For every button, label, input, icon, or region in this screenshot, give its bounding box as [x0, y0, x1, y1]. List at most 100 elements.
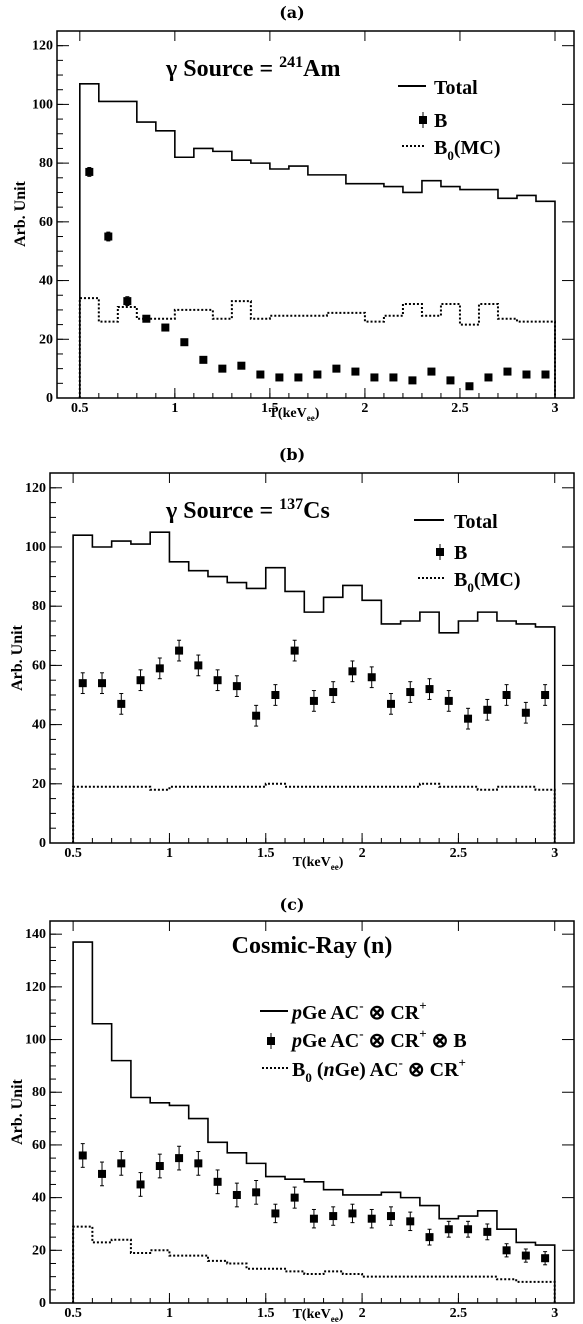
panel-a: (a) 0.5 1 1.5 2 2.5 3 0 20 40 60 80 100 120 γ Source…: [12, 3, 575, 423]
x-tick-label: 3: [551, 401, 558, 416]
x-tick-label: 2: [361, 401, 368, 416]
legend-label-b0-b: B0(MC): [454, 569, 520, 595]
y-axis-label-a: Arb. Unit: [12, 180, 29, 246]
data-point: [218, 364, 227, 373]
data-point: [332, 364, 341, 373]
data-point: [408, 376, 417, 385]
b-points-a: [85, 167, 550, 391]
y-tick-label: 40: [32, 718, 46, 733]
panel-label-c: (c): [280, 895, 305, 914]
y-axis-label-b: Arb. Unit: [9, 624, 26, 690]
data-point: [117, 699, 126, 708]
data-point: [348, 1209, 357, 1218]
legend-label-total-a: Total: [434, 77, 478, 99]
x-axis-label-b: T(keVee): [293, 855, 344, 872]
plot-frame-b: [49, 472, 575, 844]
b0-nge-histogram-c: [72, 1225, 556, 1303]
data-point: [367, 673, 376, 682]
legend-swatch-b-a: [419, 116, 427, 124]
data-point: [175, 646, 184, 655]
x-tick-label: 1.5: [257, 1306, 275, 1321]
data-point: [329, 688, 338, 697]
panel-label-b: (b): [279, 445, 305, 464]
data-point: [161, 323, 170, 332]
data-point: [252, 711, 261, 720]
y-tick-label: 60: [32, 1138, 46, 1153]
data-point: [123, 297, 132, 306]
y-tick-label: 60: [32, 658, 46, 673]
y-tick-label: 80: [32, 599, 46, 614]
data-point: [136, 676, 145, 685]
x-tick-label: 0.5: [71, 401, 89, 416]
x-tick-label: 1.5: [257, 846, 275, 861]
legend-label-b-b: B: [454, 542, 467, 564]
data-point: [386, 1212, 395, 1221]
panel-b: (b) 0.5 1 1.5 2 2.5 3 0 20 40 60 80 100 120 γ Source…: [9, 445, 575, 872]
data-point: [78, 1151, 87, 1160]
y-tick-label: 20: [32, 777, 46, 792]
data-point: [465, 382, 474, 391]
data-point: [271, 691, 280, 699]
total-histogram-line: [72, 941, 556, 1303]
data-point: [117, 1159, 126, 1168]
b-points-c: [78, 1143, 550, 1266]
plot-frame-c: [49, 920, 575, 1304]
data-point: [444, 1225, 453, 1234]
data-point: [313, 370, 322, 379]
data-point: [98, 1169, 107, 1178]
data-point: [194, 661, 203, 670]
data-point: [155, 1162, 164, 1171]
data-point: [425, 685, 434, 694]
total-histogram-line: [72, 531, 556, 843]
y-tick-label: 100: [25, 1033, 46, 1048]
x-tick-label: 2.5: [450, 1306, 468, 1321]
y-tick-label: 40: [39, 274, 53, 289]
y-tick-label: 80: [39, 156, 53, 171]
axes-a: 0.5 1 1.5 2 2.5 3 0 20 40 60 80 100 120: [32, 30, 574, 416]
total-histogram-a: [79, 83, 556, 398]
b0-mc-histogram-a: [78, 297, 556, 398]
data-point: [85, 167, 94, 176]
legend-label-total-c: pGe AC- ⊗ CR+: [290, 998, 427, 1024]
legend-b: Total B B0(MC): [414, 511, 520, 595]
data-point: [290, 646, 299, 655]
background-histogram-line: [72, 1225, 556, 1303]
data-point: [521, 1251, 530, 1260]
y-tick-label: 140: [25, 927, 46, 942]
data-point: [503, 367, 512, 376]
data-point: [290, 1193, 299, 1202]
data-point: [213, 676, 222, 685]
data-point: [213, 1177, 222, 1186]
x-tick-label: 2: [359, 1306, 366, 1321]
y-axis-label-c: Arb. Unit: [9, 1078, 26, 1144]
chart-title-c: Cosmic-Ray (n): [232, 933, 393, 959]
data-point: [389, 373, 398, 382]
y-tick-label: 120: [25, 481, 46, 496]
data-point: [370, 373, 379, 382]
total-histogram-c: [72, 941, 556, 1303]
background-histogram-line: [78, 297, 556, 398]
data-point: [271, 1209, 280, 1218]
legend-label-b-c: pGe AC- ⊗ CR+ ⊗ B: [290, 1026, 467, 1052]
legend-label-total-b: Total: [454, 511, 498, 533]
x-tick-label: 1: [166, 846, 173, 861]
y-tick-label: 40: [32, 1191, 46, 1206]
data-point: [329, 1212, 338, 1221]
x-tick-label: 3: [551, 846, 558, 861]
legend-label-b0-a: B0(MC): [434, 137, 500, 163]
data-point: [464, 714, 473, 723]
background-histogram-line: [72, 782, 556, 843]
b0-mc-histogram-b: [72, 782, 556, 843]
data-point: [351, 367, 360, 376]
panel-c: (c) 0.5 1 1.5 2 2.5 3 0 20 40 60 80 100 120 140 Cosmi…: [9, 895, 575, 1324]
x-tick-label: 1: [166, 1306, 173, 1321]
data-point: [294, 373, 303, 382]
y-tick-label: 120: [25, 980, 46, 995]
b-points-b: [78, 639, 550, 730]
data-point: [194, 1159, 203, 1168]
data-point: [136, 1180, 145, 1189]
data-point: [256, 370, 265, 379]
x-tick-label: 2: [359, 846, 366, 861]
plot-frame-a: [56, 30, 575, 399]
data-point: [483, 1227, 492, 1236]
